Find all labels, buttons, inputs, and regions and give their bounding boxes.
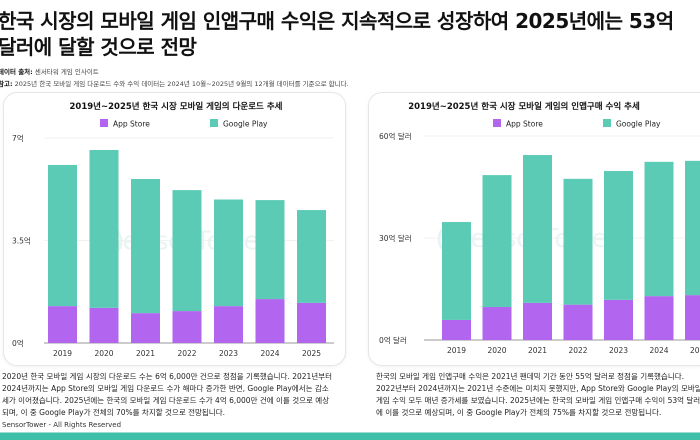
x-tick-label: 2020 [487, 346, 506, 355]
x-tick-label: 2023 [219, 349, 238, 358]
bar-app-store-2019 [48, 306, 77, 343]
x-tick-label: 2021 [528, 346, 547, 355]
source-label: 데이터 출처: [0, 68, 33, 76]
bar-app-store-2019 [442, 319, 471, 340]
y-tick-label: 3.5억 [12, 237, 31, 246]
y-tick-label: 60억 달러 [379, 132, 412, 141]
bar-app-store-2024 [644, 296, 674, 340]
legend-swatch-google-play [210, 119, 218, 127]
bar-app-store-2021 [523, 302, 552, 340]
bar-google-play-2019 [48, 164, 77, 307]
downloads-chart: 2019년~2025년 한국 시장 모바일 게임의 다운로드 추세 App Sto… [12, 101, 334, 358]
legend-label: App Store [506, 120, 543, 129]
bar-google-play-2025 [297, 210, 326, 303]
bar-google-play-2022 [563, 178, 593, 305]
legend-label: Google Play [616, 120, 661, 129]
data-source: 데이터 출처: 센서타워 게임 인사이트 [0, 66, 99, 76]
desc-line: 게임 수익 모두 매년 증가세를 보였습니다. 2025년에는 한국의 모바일 … [376, 396, 700, 405]
bar-google-play-2019 [442, 222, 471, 320]
downloads-chart-card: 2019년~2025년 한국 시장 모바일 게임의 다운로드 추세 App Sto… [3, 92, 346, 366]
x-tick-label: 2025 [302, 349, 321, 358]
y-tick-label: 0억 달러 [379, 336, 407, 345]
bar-app-store-2023 [604, 299, 633, 340]
note-value: 2025년 한국 모바일 게임 다운로드 수와 수익 데이터는 2024년 10… [14, 80, 349, 88]
desc-line: 에 이를 것으로 예상되며, 이 중 Google Play가 전체의 75%를… [376, 408, 662, 417]
x-tick-label: 2022 [177, 349, 196, 358]
legend-label: Google Play [223, 120, 268, 129]
bar-google-play-2023 [604, 171, 633, 300]
copyright: SensorTower - All Rights Reserved [2, 421, 122, 429]
bar-google-play-2024 [255, 200, 285, 300]
bar-app-store-2022 [563, 304, 593, 340]
legend-swatch-app-store [493, 119, 501, 127]
revenue-chart: 2019년~2025년 한국 시장 모바일 게임의 인앱구매 수익 추세 App … [379, 101, 700, 355]
chart-title: 2019년~2025년 한국 시장 모바일 게임의 다운로드 추세 [70, 101, 283, 112]
legend-label: App Store [113, 120, 150, 129]
x-tick-label: 2022 [568, 346, 587, 355]
desc-line: 2022년부터 2024년까지는 2021년 수준에는 미치지 못했지만, Ap… [376, 384, 700, 393]
bar-google-play-2021 [131, 179, 160, 314]
source-value: 센서타워 게임 인사이트 [34, 68, 99, 76]
desc-line: 2020년 한국 모바일 게임 시장의 다운로드 수는 6억 6,000만 건으… [2, 372, 333, 381]
title-line-2: 달러에 달할 것으로 전망 [0, 35, 197, 59]
y-tick-label: 30억 달러 [379, 234, 412, 243]
x-tick-label: 2019 [53, 349, 72, 358]
bar-google-play-2024 [644, 161, 674, 297]
x-tick-label: 2024 [260, 349, 279, 358]
bar-app-store-2025 [297, 302, 326, 343]
bar-app-store-2024 [255, 299, 285, 343]
title-line-1: 한국 시장의 모바일 게임 인앱구매 수익은 지속적으로 성장하여 2025년에… [0, 9, 674, 33]
footer-bar [0, 432, 700, 440]
x-tick-label: 2020 [94, 349, 113, 358]
x-tick-label: 2024 [649, 346, 668, 355]
revenue-description: 한국의 모바일 게임 인앱구매 수익은 2021년 팬데믹 기간 동안 55억 … [376, 371, 700, 419]
desc-line: 2024년까지는 App Store의 모바일 게임 다운로드 수가 해마다 증… [2, 384, 329, 393]
bar-google-play-2025 [685, 160, 700, 296]
desc-line: 한국의 모바일 게임 인앱구매 수익은 2021년 팬데믹 기간 동안 55억 … [376, 372, 685, 381]
bar-app-store-2020 [482, 307, 512, 340]
note: 참고: 2025년 한국 모바일 게임 다운로드 수와 수익 데이터는 2024… [0, 78, 349, 88]
page-title: 한국 시장의 모바일 게임 인앱구매 수익은 지속적으로 성장하여 2025년에… [0, 8, 674, 60]
desc-line: 세가 이어졌습니다. 2025년에는 한국의 모바일 게임 다운로드 수가 4억… [2, 396, 330, 405]
note-label: 참고: [0, 80, 13, 88]
bar-app-store-2023 [214, 306, 243, 343]
legend-swatch-app-store [100, 119, 108, 127]
chart-title: 2019년~2025년 한국 시장 모바일 게임의 인앱구매 수익 추세 [408, 101, 640, 112]
bar-google-play-2020 [89, 150, 119, 308]
bar-google-play-2021 [523, 155, 552, 303]
y-tick-label: 7억 [12, 134, 24, 143]
x-tick-label: 2019 [447, 346, 466, 355]
bar-google-play-2023 [214, 199, 243, 307]
x-tick-label: 2025 [690, 346, 700, 355]
x-tick-label: 2021 [136, 349, 155, 358]
bar-google-play-2022 [172, 190, 202, 312]
revenue-chart-card: 2019년~2025년 한국 시장 모바일 게임의 인앱구매 수익 추세 App … [368, 92, 700, 366]
bar-app-store-2025 [685, 295, 700, 340]
bar-google-play-2020 [482, 175, 512, 308]
bar-app-store-2022 [172, 311, 202, 343]
x-tick-label: 2023 [609, 346, 628, 355]
legend-swatch-google-play [603, 119, 611, 127]
bar-app-store-2021 [131, 313, 160, 343]
bar-app-store-2020 [89, 307, 119, 343]
downloads-description: 2020년 한국 모바일 게임 시장의 다운로드 수는 6억 6,000만 건으… [2, 371, 332, 419]
desc-line: 되며, 이 중 Google Play가 전체의 70%를 차지할 것으로 전망… [2, 408, 225, 417]
y-tick-label: 0억 [12, 339, 24, 348]
